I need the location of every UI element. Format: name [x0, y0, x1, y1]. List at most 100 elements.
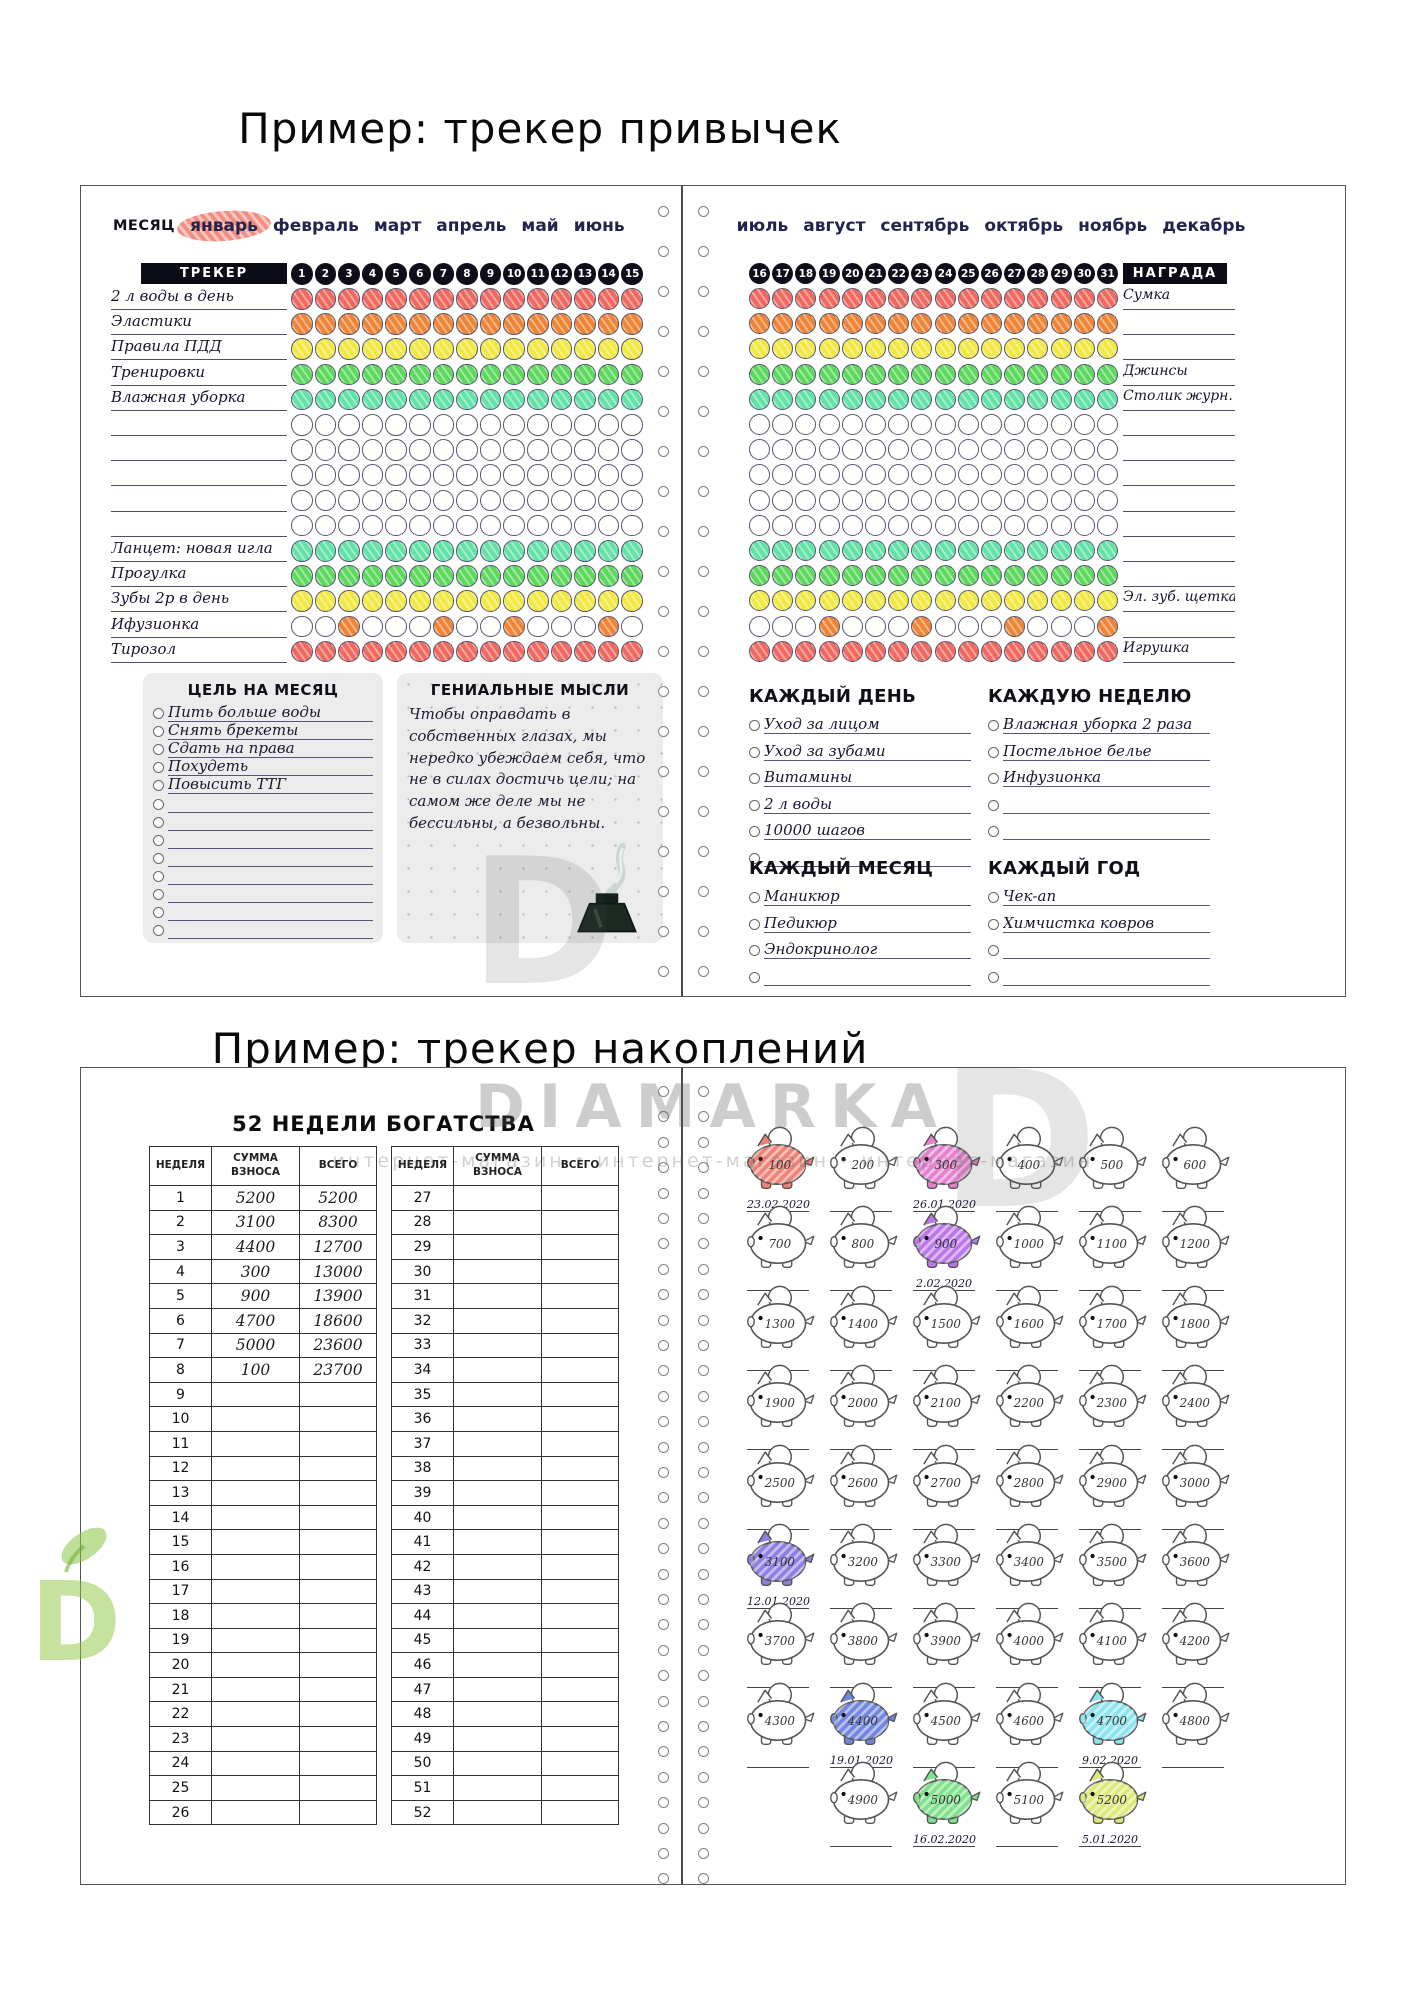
- habit-day-circle: [361, 615, 384, 638]
- routine-text: [764, 984, 971, 986]
- week-number-cell: 21: [149, 1676, 212, 1703]
- savings-week-table: НЕДЕЛЯ СУММА ВЗНОСА ВСЕГО 27 28 29 30 31 32 33 34 3…: [391, 1146, 619, 1826]
- week-number-cell: 41: [391, 1529, 454, 1555]
- deposit-cell: [453, 1258, 542, 1285]
- goal-text: [168, 883, 373, 885]
- habit-day-circle: [432, 439, 455, 461]
- week-row: 34: [391, 1357, 619, 1383]
- habit-day-circle: [865, 388, 886, 410]
- binder-ring-hole: [658, 406, 669, 417]
- habit-day-circle: [957, 489, 979, 511]
- habit-day-circle: [772, 464, 794, 486]
- svg-text:3700: 3700: [765, 1634, 796, 1648]
- piggy-bank-slot: 5000 16.02.2020: [902, 1761, 986, 1848]
- habit-day-circle: [338, 565, 360, 587]
- habit-day-circle: [314, 363, 337, 386]
- habit-day-circle: [385, 489, 407, 512]
- habit-day-circle: [841, 439, 863, 461]
- habit-day-circle: [1004, 414, 1026, 435]
- binder-ring-hole: [658, 886, 669, 897]
- habit-day-circle: [911, 540, 933, 561]
- total-cell: [299, 1553, 377, 1580]
- routine-text: Уход за лицом: [764, 716, 971, 734]
- habit-day-circle: [361, 363, 384, 386]
- routine-line: [988, 937, 1210, 959]
- habit-day-circle: [503, 338, 525, 360]
- total-cell: 8300: [299, 1209, 377, 1236]
- binder-ring-hole: [658, 1416, 669, 1428]
- routine-text: Эндокринолог: [764, 941, 971, 959]
- habit-day-circle: [1097, 489, 1118, 511]
- day-number-circle: 2: [314, 263, 337, 285]
- week-number-cell: 16: [149, 1553, 212, 1580]
- habit-day-circle: [456, 640, 478, 663]
- week-row: 36: [391, 1406, 619, 1432]
- total-cell: [541, 1701, 619, 1728]
- habit-day-circle: [1050, 363, 1072, 385]
- habit-day-circle: [749, 640, 770, 662]
- week-row: 14: [149, 1504, 377, 1531]
- habit-day-circle: [574, 439, 596, 461]
- habit-day-circle: [479, 540, 502, 562]
- habit-day-circle: [456, 489, 478, 512]
- monthly-goal-box: ЦЕЛЬ НА МЕСЯЦ Пить больше воды Снять бреке…: [143, 673, 383, 943]
- habit-day-circle: [597, 489, 620, 512]
- week-row: 25: [149, 1775, 377, 1801]
- piggy-bank-icon-filled: 5000: [902, 1761, 986, 1831]
- habit-day-circle: [432, 615, 455, 638]
- piggy-bank-slot: 4800: [1151, 1682, 1235, 1768]
- binder-ring-hole: [658, 286, 669, 297]
- habit-day-circle: [456, 439, 478, 461]
- habit-day-circle: [621, 288, 643, 310]
- habit-day-circle: [981, 540, 1002, 561]
- habit-day-circle: [479, 388, 502, 411]
- habit-day-circle: [981, 439, 1002, 461]
- goal-line: [153, 903, 373, 922]
- months-row: МЕСЯЦ январь февраль март апрель май июнь: [113, 216, 625, 236]
- week-number-cell: 19: [149, 1627, 212, 1654]
- piggy-bank-icon-filled: 4700: [1068, 1682, 1152, 1752]
- month-name: октябрь: [984, 216, 1064, 236]
- habit-day-circle: [911, 615, 933, 637]
- habit-day-circle: [795, 540, 817, 561]
- habit-day-circle: [957, 313, 979, 335]
- deposit-cell: [453, 1627, 542, 1654]
- binder-ring-hole: [698, 1416, 709, 1428]
- binder-ring-hole: [698, 1441, 709, 1453]
- habit-day-circle: [574, 514, 596, 537]
- habit-day-circle: [888, 288, 910, 309]
- habit-day-circle: [338, 540, 360, 562]
- routine-line: Инфузионка: [988, 765, 1210, 787]
- routine-line: Уход за зубами: [749, 739, 971, 761]
- habit-day-circle: [749, 615, 770, 637]
- week-number-cell: 1: [149, 1185, 212, 1211]
- deposit-cell: [211, 1430, 300, 1457]
- routine-bullet-icon: [749, 720, 760, 731]
- binder-ring-hole: [698, 886, 709, 897]
- habit-day-circle: [361, 313, 384, 335]
- deposit-cell: [453, 1307, 542, 1334]
- week-row: 38: [391, 1455, 619, 1482]
- habit-day-circle: [1027, 363, 1049, 385]
- deposit-cell: [453, 1652, 542, 1678]
- day-number-circle: 10: [503, 263, 525, 285]
- habit-day-circle: [934, 439, 956, 461]
- routine-bullet-icon: [749, 826, 760, 837]
- total-cell: [541, 1553, 619, 1580]
- binder-ring-hole: [698, 806, 709, 817]
- piggy-bank-slot: 2200: [985, 1364, 1069, 1451]
- habit-day-circle: [841, 590, 863, 612]
- deposit-cell: [453, 1578, 542, 1605]
- habit-day-circle: [597, 388, 620, 411]
- habit-day-circle: [841, 565, 863, 587]
- piggy-bank-icon: 3300: [902, 1523, 986, 1593]
- svg-text:2100: 2100: [930, 1396, 962, 1410]
- habit-day-circle: [772, 514, 794, 536]
- binder-ring-hole: [658, 1797, 669, 1809]
- habit-day-circle: [957, 363, 979, 385]
- habit-day-circle: [597, 414, 620, 436]
- deposit-cell: 900: [211, 1283, 300, 1309]
- habit-day-circle: [957, 540, 979, 561]
- habit-day-circle: [409, 540, 431, 562]
- deposit-cell: [211, 1578, 300, 1605]
